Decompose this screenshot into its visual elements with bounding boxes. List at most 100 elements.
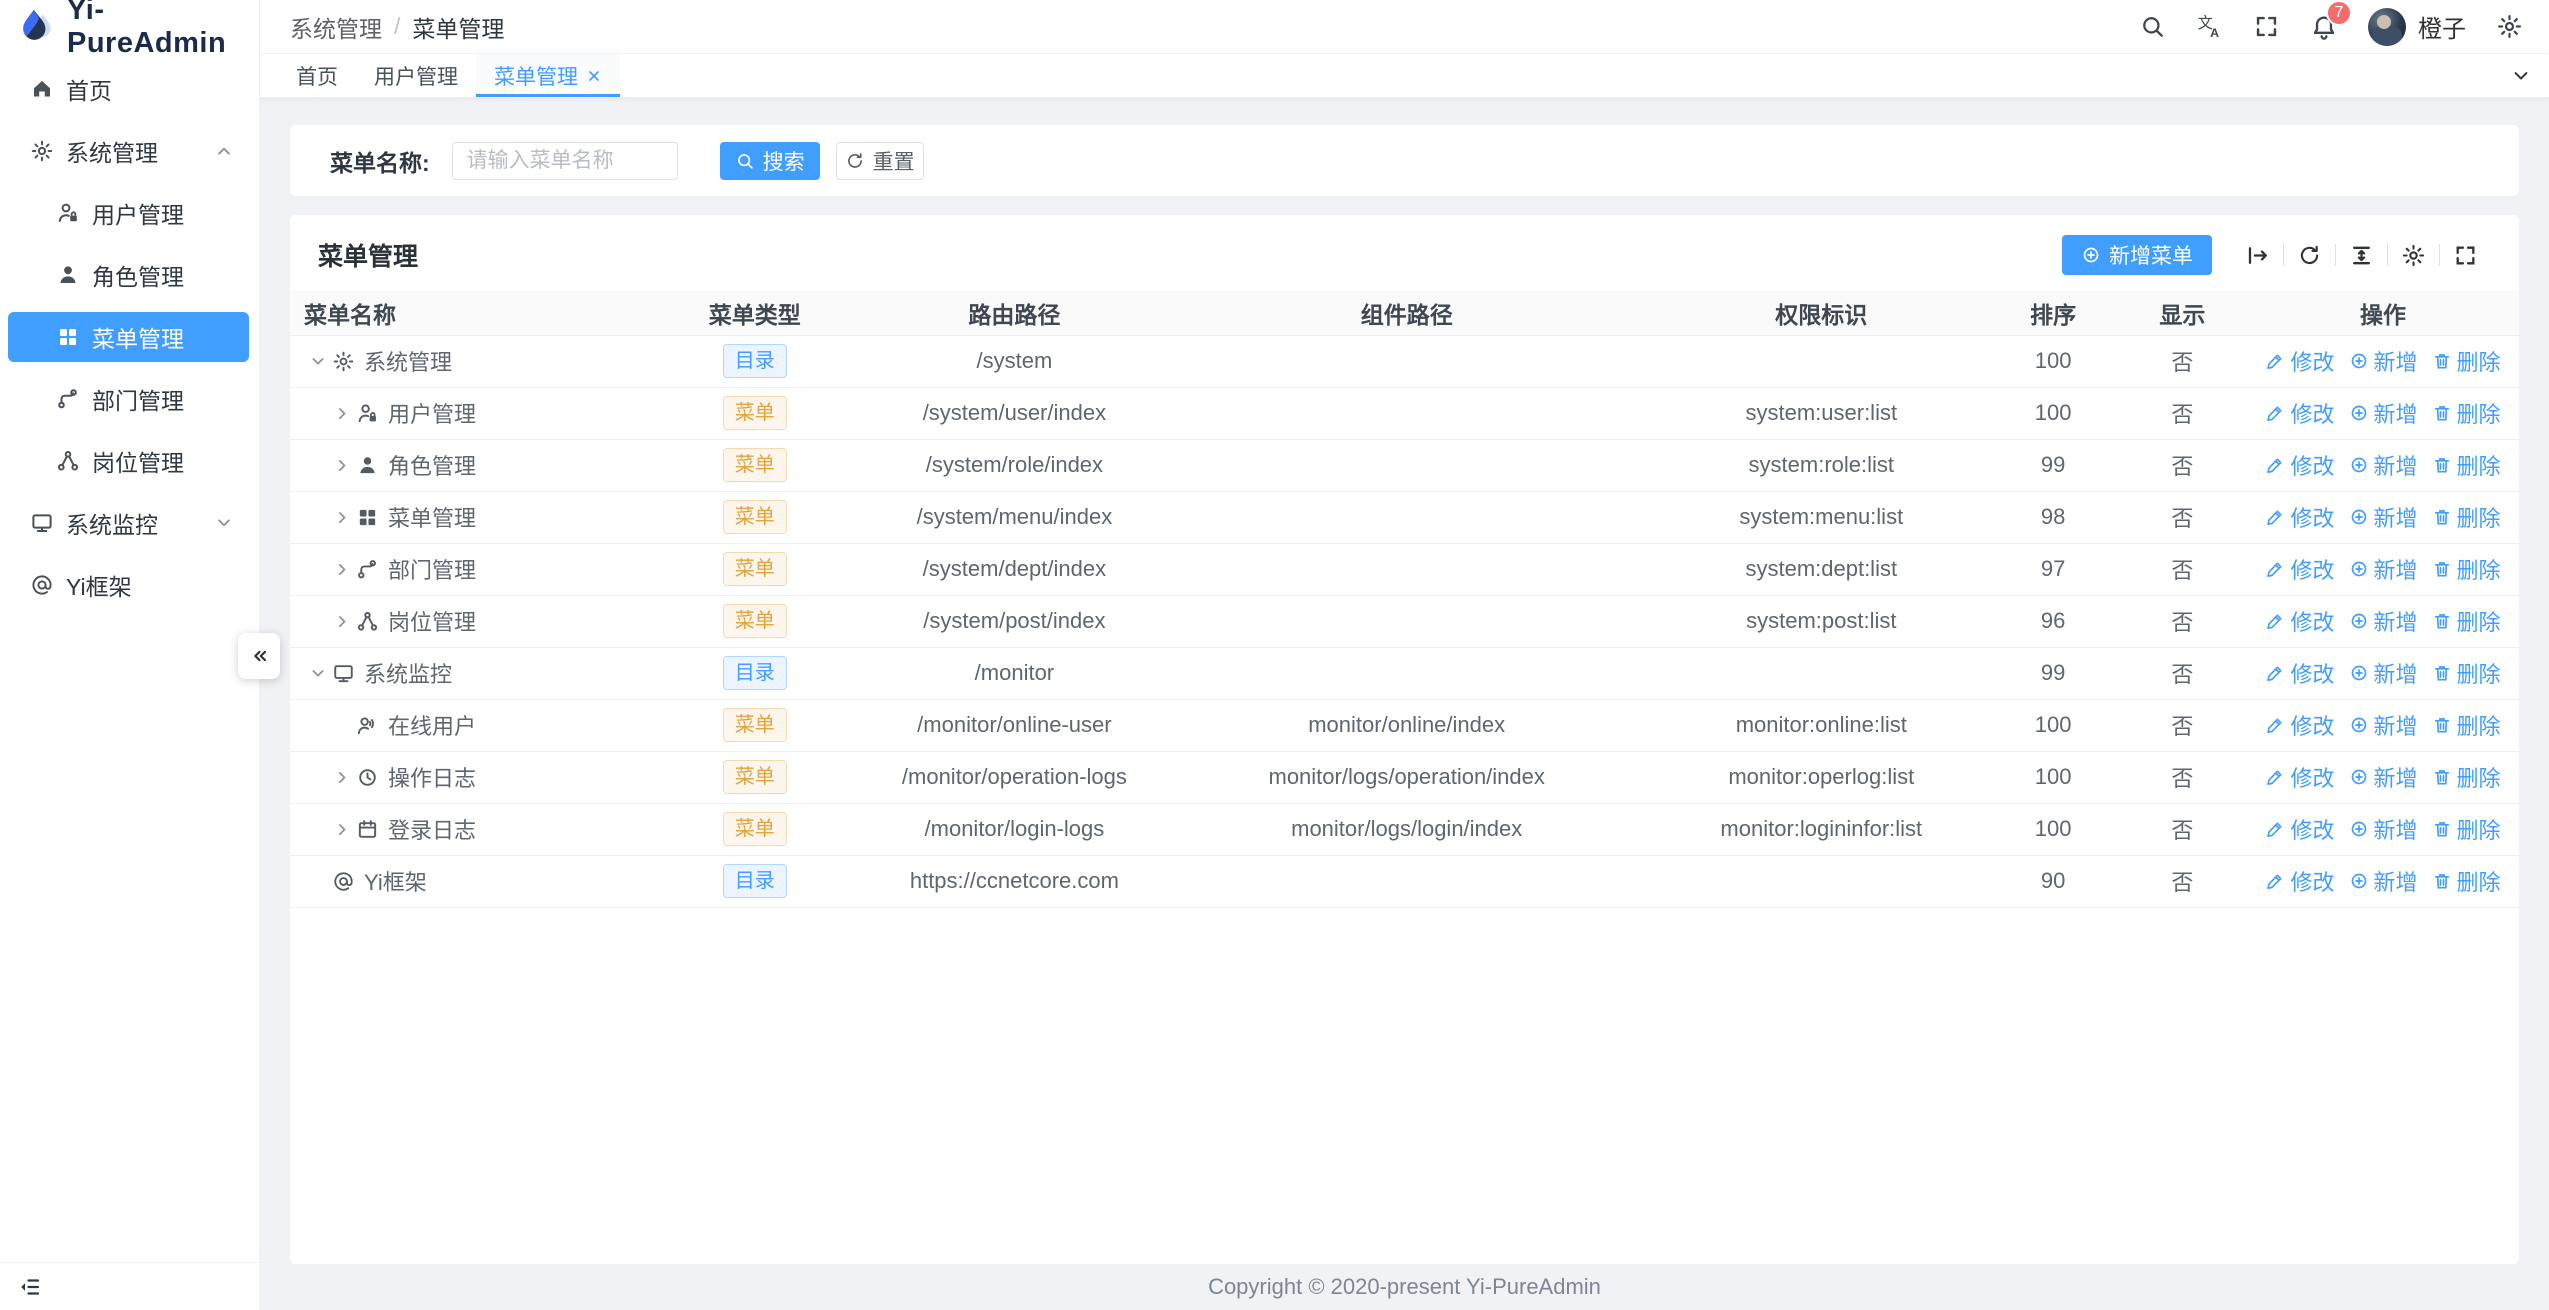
expand-toggle-icon[interactable]: [2245, 243, 2270, 268]
delete-action-link[interactable]: 删除: [2432, 397, 2501, 429]
notification-bell[interactable]: 7: [2310, 0, 2352, 40]
menu-table-card: 菜单管理 新增菜单: [290, 215, 2519, 1264]
edit-action-link[interactable]: 修改: [2265, 709, 2335, 741]
user-menu[interactable]: 橙子: [2368, 7, 2466, 46]
table-row-online-user[interactable]: 在线用户 菜单 /monitor/online-user monitor/onl…: [290, 699, 2519, 752]
translate-icon[interactable]: [2196, 13, 2223, 40]
delete-action-link[interactable]: 删除: [2432, 709, 2501, 741]
fullscreen-icon[interactable]: [2253, 13, 2280, 40]
add-menu-button-label: 新增菜单: [2109, 245, 2193, 268]
menu-name-input[interactable]: [451, 141, 678, 180]
add-action-link[interactable]: 新增: [2349, 657, 2418, 689]
tab-home[interactable]: 首页: [278, 54, 356, 97]
edit-action-link[interactable]: 修改: [2265, 605, 2335, 637]
search-button[interactable]: 搜索: [719, 141, 820, 180]
route-path: /system/post/index: [869, 595, 1160, 648]
row-density-icon[interactable]: [2349, 243, 2374, 268]
add-action-link[interactable]: 新增: [2349, 449, 2418, 481]
action-label: 新增: [2373, 350, 2418, 375]
sidebar-item-role-management[interactable]: 角色管理: [8, 250, 249, 300]
show-value: 否: [2117, 647, 2248, 700]
delete-action-link[interactable]: 删除: [2432, 553, 2501, 585]
user-lock-icon: [56, 201, 80, 225]
edit-action-link[interactable]: 修改: [2265, 449, 2335, 481]
sidebar-item-dept-management[interactable]: 部门管理: [8, 374, 249, 424]
divider: [2387, 244, 2388, 266]
table-row-system-management[interactable]: 系统管理 目录 /system 100 否 修改 新增 删除: [290, 335, 2519, 388]
add-action-link[interactable]: 新增: [2349, 709, 2418, 741]
column-header-type: 菜单类型: [639, 291, 870, 336]
add-action-link[interactable]: 新增: [2349, 865, 2418, 897]
trash-icon: [2432, 559, 2452, 579]
table-row-dept-management[interactable]: 部门管理 菜单 /system/dept/index system:dept:l…: [290, 543, 2519, 596]
add-menu-button[interactable]: 新增菜单: [2062, 235, 2212, 275]
sidebar-item-label: 角色管理: [92, 264, 184, 290]
edit-action-link[interactable]: 修改: [2265, 397, 2335, 429]
add-action-link[interactable]: 新增: [2349, 501, 2418, 533]
add-action-link[interactable]: 新增: [2349, 553, 2418, 585]
table-row-role-management[interactable]: 角色管理 菜单 /system/role/index system:role:l…: [290, 439, 2519, 492]
column-settings-gear-icon[interactable]: [2401, 243, 2426, 268]
sidebar-item-user-management[interactable]: 用户管理: [8, 188, 249, 238]
table-row-post-management[interactable]: 岗位管理 菜单 /system/post/index system:post:l…: [290, 595, 2519, 648]
menu-name: 系统监控: [364, 662, 453, 687]
delete-action-link[interactable]: 删除: [2432, 813, 2501, 845]
edit-action-link[interactable]: 修改: [2265, 501, 2335, 533]
edit-action-link[interactable]: 修改: [2265, 761, 2335, 793]
permission-id: system:dept:list: [1654, 543, 1989, 596]
sidebar-item-system-management[interactable]: 系统管理: [8, 126, 249, 176]
sidebar-collapse-button[interactable]: [238, 633, 280, 679]
delete-action-link[interactable]: 删除: [2432, 761, 2501, 793]
table-row-operation-logs[interactable]: 操作日志 菜单 /monitor/operation-logs monitor/…: [290, 751, 2519, 804]
tab-menu-management[interactable]: 菜单管理: [476, 54, 620, 97]
tab-user-management[interactable]: 用户管理: [356, 54, 476, 97]
add-action-link[interactable]: 新增: [2349, 761, 2418, 793]
table-row-login-logs[interactable]: 登录日志 菜单 /monitor/login-logs monitor/logs…: [290, 803, 2519, 856]
tabbar-dropdown-arrow[interactable]: [2501, 54, 2541, 97]
sidebar-item-post-management[interactable]: 岗位管理: [8, 436, 249, 486]
add-action-link[interactable]: 新增: [2349, 813, 2418, 845]
delete-action-link[interactable]: 删除: [2432, 865, 2501, 897]
delete-action-link[interactable]: 删除: [2432, 345, 2501, 377]
row-actions: 修改 新增 删除: [2247, 439, 2519, 492]
sidebar-item-home[interactable]: 首页: [8, 64, 249, 114]
route-path: /monitor/login-logs: [869, 803, 1160, 856]
add-action-link[interactable]: 新增: [2349, 605, 2418, 637]
delete-action-link[interactable]: 删除: [2432, 605, 2501, 637]
sidebar-item-system-monitor[interactable]: 系统监控: [8, 498, 249, 548]
add-action-link[interactable]: 新增: [2349, 397, 2418, 429]
search-field-label: 菜单名称:: [330, 149, 430, 176]
edit-action-link[interactable]: 修改: [2265, 657, 2335, 689]
close-icon[interactable]: [586, 68, 602, 84]
table-row-system-monitor[interactable]: 系统监控 目录 /monitor 99 否 修改 新增 删除: [290, 647, 2519, 700]
breadcrumb-item[interactable]: 系统管理: [290, 15, 382, 42]
permission-id: monitor:logininfor:list: [1654, 803, 1989, 856]
reset-button[interactable]: 重置: [835, 141, 924, 180]
delete-action-link[interactable]: 删除: [2432, 449, 2501, 481]
edit-action-link[interactable]: 修改: [2265, 345, 2335, 377]
edit-action-link[interactable]: 修改: [2265, 813, 2335, 845]
menu-name: 用户管理: [388, 402, 477, 427]
refresh-icon[interactable]: [2297, 243, 2322, 268]
sidebar-item-yi-framework[interactable]: Yi框架: [8, 560, 249, 610]
table-row-user-management[interactable]: 用户管理 菜单 /system/user/index system:user:l…: [290, 387, 2519, 440]
logo[interactable]: Yi-PureAdmin: [0, 0, 259, 59]
settings-gear-icon[interactable]: [2496, 13, 2523, 40]
menu-fold-icon[interactable]: [18, 1275, 42, 1299]
sidebar-item-menu-management[interactable]: 菜单管理: [8, 312, 249, 362]
monitor-icon: [30, 511, 54, 535]
edit-action-link[interactable]: 修改: [2265, 553, 2335, 585]
table-fullscreen-icon[interactable]: [2453, 243, 2478, 268]
calendar-icon: [356, 818, 379, 841]
component-path: [1159, 595, 1655, 648]
search-icon[interactable]: [2139, 13, 2166, 40]
table-row-menu-management[interactable]: 菜单管理 菜单 /system/menu/index system:menu:l…: [290, 491, 2519, 544]
add-action-link[interactable]: 新增: [2349, 345, 2418, 377]
user-name: 橙子: [2418, 16, 2466, 43]
sort-value: 96: [1988, 595, 2118, 648]
table-row-yi-framework[interactable]: Yi框架 目录 https://ccnetcore.com 90 否 修改 新增 删…: [290, 855, 2519, 908]
trash-icon: [2432, 351, 2452, 371]
delete-action-link[interactable]: 删除: [2432, 657, 2501, 689]
edit-action-link[interactable]: 修改: [2265, 865, 2335, 897]
delete-action-link[interactable]: 删除: [2432, 501, 2501, 533]
